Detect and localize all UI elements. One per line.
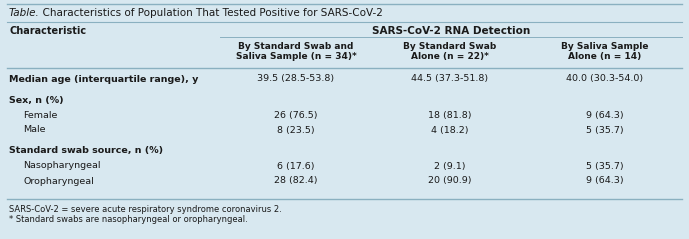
Text: 5 (35.7): 5 (35.7): [586, 125, 624, 135]
Text: 44.5 (37.3-51.8): 44.5 (37.3-51.8): [411, 75, 489, 83]
Text: 9 (64.3): 9 (64.3): [586, 176, 624, 185]
Text: Characteristic: Characteristic: [9, 26, 86, 36]
Text: 26 (76.5): 26 (76.5): [274, 110, 318, 120]
Text: 20 (90.9): 20 (90.9): [429, 176, 472, 185]
Text: Characteristics of Population That Tested Positive for SARS-CoV-2: Characteristics of Population That Teste…: [36, 8, 383, 18]
Text: 39.5 (28.5-53.8): 39.5 (28.5-53.8): [258, 75, 335, 83]
Text: * Standard swabs are nasopharyngeal or oropharyngeal.: * Standard swabs are nasopharyngeal or o…: [9, 216, 248, 224]
Text: By Saliva Sample
Alone (n = 14): By Saliva Sample Alone (n = 14): [562, 42, 649, 61]
Text: 2 (9.1): 2 (9.1): [434, 162, 466, 170]
Text: By Standard Swab
Alone (n = 22)*: By Standard Swab Alone (n = 22)*: [403, 42, 497, 61]
Text: Female: Female: [23, 110, 57, 120]
Text: 8 (23.5): 8 (23.5): [277, 125, 315, 135]
Text: 18 (81.8): 18 (81.8): [429, 110, 472, 120]
Text: SARS-CoV-2 RNA Detection: SARS-CoV-2 RNA Detection: [372, 26, 530, 36]
Text: By Standard Swab and
Saliva Sample (n = 34)*: By Standard Swab and Saliva Sample (n = …: [236, 42, 356, 61]
Text: Table.: Table.: [9, 8, 40, 18]
Text: 6 (17.6): 6 (17.6): [277, 162, 315, 170]
Text: 40.0 (30.3-54.0): 40.0 (30.3-54.0): [566, 75, 644, 83]
Text: Standard swab source, n (%): Standard swab source, n (%): [9, 147, 163, 156]
Text: Male: Male: [23, 125, 45, 135]
Text: 28 (82.4): 28 (82.4): [274, 176, 318, 185]
Text: SARS-CoV-2 = severe acute respiratory syndrome coronavirus 2.: SARS-CoV-2 = severe acute respiratory sy…: [9, 205, 282, 213]
Text: 4 (18.2): 4 (18.2): [431, 125, 469, 135]
Text: Nasopharyngeal: Nasopharyngeal: [23, 162, 101, 170]
Text: Oropharyngeal: Oropharyngeal: [23, 176, 94, 185]
Text: 9 (64.3): 9 (64.3): [586, 110, 624, 120]
Text: Sex, n (%): Sex, n (%): [9, 96, 63, 104]
Text: Median age (interquartile range), y: Median age (interquartile range), y: [9, 75, 198, 83]
Text: 5 (35.7): 5 (35.7): [586, 162, 624, 170]
